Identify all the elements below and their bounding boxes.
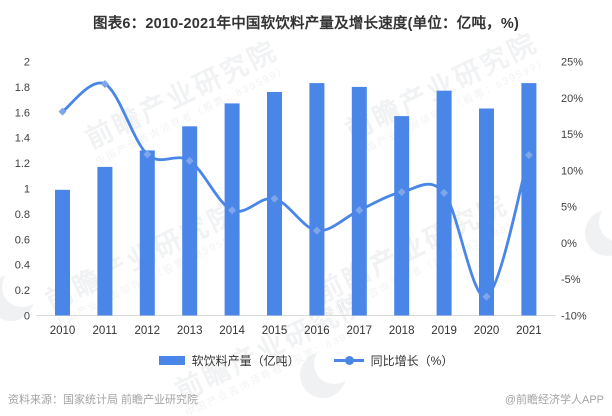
left-axis-tick: 0.6 — [15, 234, 30, 246]
left-axis-tick: 1.4 — [15, 133, 30, 145]
x-axis-label: 2015 — [262, 325, 288, 337]
growth-point-2011 — [100, 80, 109, 88]
x-axis-label: 2010 — [50, 325, 76, 337]
right-axis-tick: -10% — [561, 311, 587, 323]
bar-2018 — [394, 116, 410, 316]
left-axis-tick: 2 — [24, 57, 30, 69]
bar-2017 — [351, 86, 367, 316]
bar-series-swatch-icon — [158, 355, 185, 365]
legend-item-production: 软饮料产量（亿吨） — [158, 352, 300, 369]
growth-point-2014 — [228, 206, 237, 215]
source-note: 资料来源：国家统计局 前瞻产业研究院 — [8, 394, 199, 406]
growth-point-2020 — [482, 292, 491, 301]
x-axis-label: 2018 — [389, 325, 415, 337]
x-axis-label: 2017 — [347, 325, 373, 337]
right-axis-tick: 5% — [561, 202, 577, 214]
x-axis-label: 2019 — [431, 325, 457, 337]
bar-2011 — [97, 166, 113, 316]
right-axis-tick: 10% — [561, 165, 583, 177]
growth-line-markers — [58, 80, 533, 301]
left-axis-tick: 0.8 — [15, 209, 30, 221]
page-title: 图表6：2010-2021年中国软饮料产量及增长速度(单位：亿吨，%) — [93, 16, 519, 32]
growth-point-2015 — [270, 194, 279, 203]
legend-growth-label: 同比增长（%） — [370, 353, 454, 368]
right-axis-tick: 25% — [561, 57, 583, 69]
bar-2015 — [267, 92, 282, 316]
bar-2019 — [436, 90, 452, 316]
bar-2021 — [521, 83, 537, 316]
right-axis-tick: 0% — [561, 238, 577, 250]
legend-production-label: 软饮料产量（亿吨） — [191, 353, 300, 368]
line-series-swatch-icon — [333, 355, 364, 365]
x-axis-label: 2012 — [135, 325, 161, 337]
left-axis-tick: 0.4 — [15, 260, 30, 272]
bar-2012 — [139, 150, 155, 316]
chart-legend: 软饮料产量（亿吨） 同比增长（%） — [0, 351, 612, 369]
growth-point-2021 — [524, 151, 533, 160]
x-axis-label: 2020 — [474, 325, 500, 337]
x-axis-labels: 2010 2011 2012 2013 2014 2015 2016 2017 2018 2019… — [50, 325, 542, 337]
right-axis: 25% 20% 15% 10% 5% 0% -5% -10% — [561, 57, 587, 323]
right-axis-tick: -5% — [561, 274, 581, 286]
left-axis-tick: 1.2 — [15, 158, 30, 170]
growth-point-2017 — [355, 206, 364, 215]
growth-point-2012 — [143, 150, 152, 159]
x-axis-label: 2011 — [93, 325, 118, 337]
left-axis-tick: 0 — [24, 311, 30, 323]
bar-2010 — [55, 189, 70, 316]
x-axis-label: 2021 — [516, 325, 542, 337]
app-credit: @前瞻经济学人APP — [504, 394, 604, 406]
right-axis-tick: 15% — [561, 129, 583, 141]
x-axis-label: 2014 — [219, 325, 245, 337]
left-axis-tick: 1.8 — [15, 82, 30, 94]
bar-2020 — [479, 108, 494, 316]
bar-2016 — [309, 83, 325, 316]
x-axis-label: 2016 — [304, 325, 330, 337]
bar-2013 — [182, 126, 198, 316]
left-axis-tick: 1.6 — [15, 107, 30, 119]
right-axis-tick: 20% — [561, 93, 583, 105]
left-axis-tick: 0.2 — [15, 285, 30, 297]
x-axis-label: 2013 — [177, 325, 203, 337]
growth-point-2019 — [440, 188, 449, 197]
growth-point-2016 — [312, 226, 321, 235]
growth-point-2010 — [58, 107, 67, 116]
growth-point-2018 — [397, 188, 406, 197]
left-axis: 2 1.8 1.6 1.4 1.2 1 0.8 0.6 0.4 0.2 0 — [15, 57, 30, 323]
legend-item-growth: 同比增长（%） — [333, 352, 454, 369]
growth-point-2013 — [185, 156, 194, 165]
left-axis-tick: 1 — [24, 184, 30, 196]
chart-plot-area: 2 1.8 1.6 1.4 1.2 1 0.8 0.6 0.4 0.2 0 25% 20% 15% 10% 5… — [15, 57, 587, 338]
chart-footer: 资料来源：国家统计局 前瞻产业研究院 @前瞻经济学人APP — [0, 388, 612, 410]
growth-line — [61, 81, 531, 299]
